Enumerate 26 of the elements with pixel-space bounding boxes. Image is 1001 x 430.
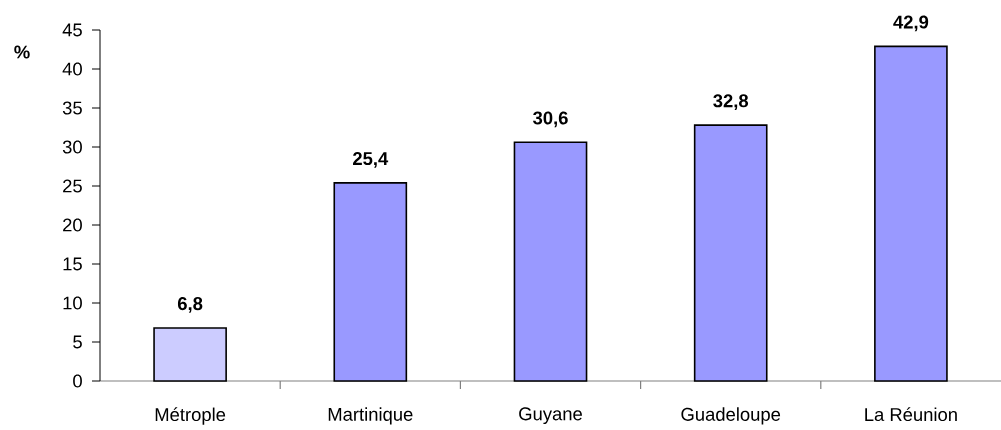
x-tick-label: Guadeloupe — [681, 407, 781, 425]
y-tick-label: 30 — [62, 140, 82, 154]
y-axis-title: % — [14, 45, 30, 59]
y-tick-label: 10 — [63, 296, 82, 310]
bar — [333, 182, 408, 382]
data-label: 30,6 — [532, 111, 568, 128]
x-tick-label: Métrople — [155, 407, 226, 425]
y-tick-label: 35 — [62, 101, 82, 115]
data-label: 32,8 — [713, 94, 749, 111]
y-tick-label: 5 — [73, 335, 82, 349]
y-tick-label: 15 — [63, 257, 82, 271]
y-tick-label: 45 — [62, 23, 82, 37]
bar — [874, 45, 948, 382]
x-tick-label: La Réunion — [865, 407, 957, 422]
bar — [153, 327, 227, 382]
y-tick-label: 0 — [73, 374, 82, 388]
bar — [693, 124, 768, 382]
bar — [513, 141, 588, 382]
data-label: 6,8 — [177, 297, 203, 313]
data-label: 42,9 — [893, 15, 929, 32]
x-tick-label: Guyane — [519, 407, 582, 425]
y-tick-label: 25 — [63, 179, 82, 193]
data-label: 25,4 — [353, 152, 389, 168]
x-tick-label: Martinique — [328, 407, 413, 425]
y-tick-label: 20 — [63, 218, 82, 232]
y-tick-label: 40 — [62, 62, 82, 76]
